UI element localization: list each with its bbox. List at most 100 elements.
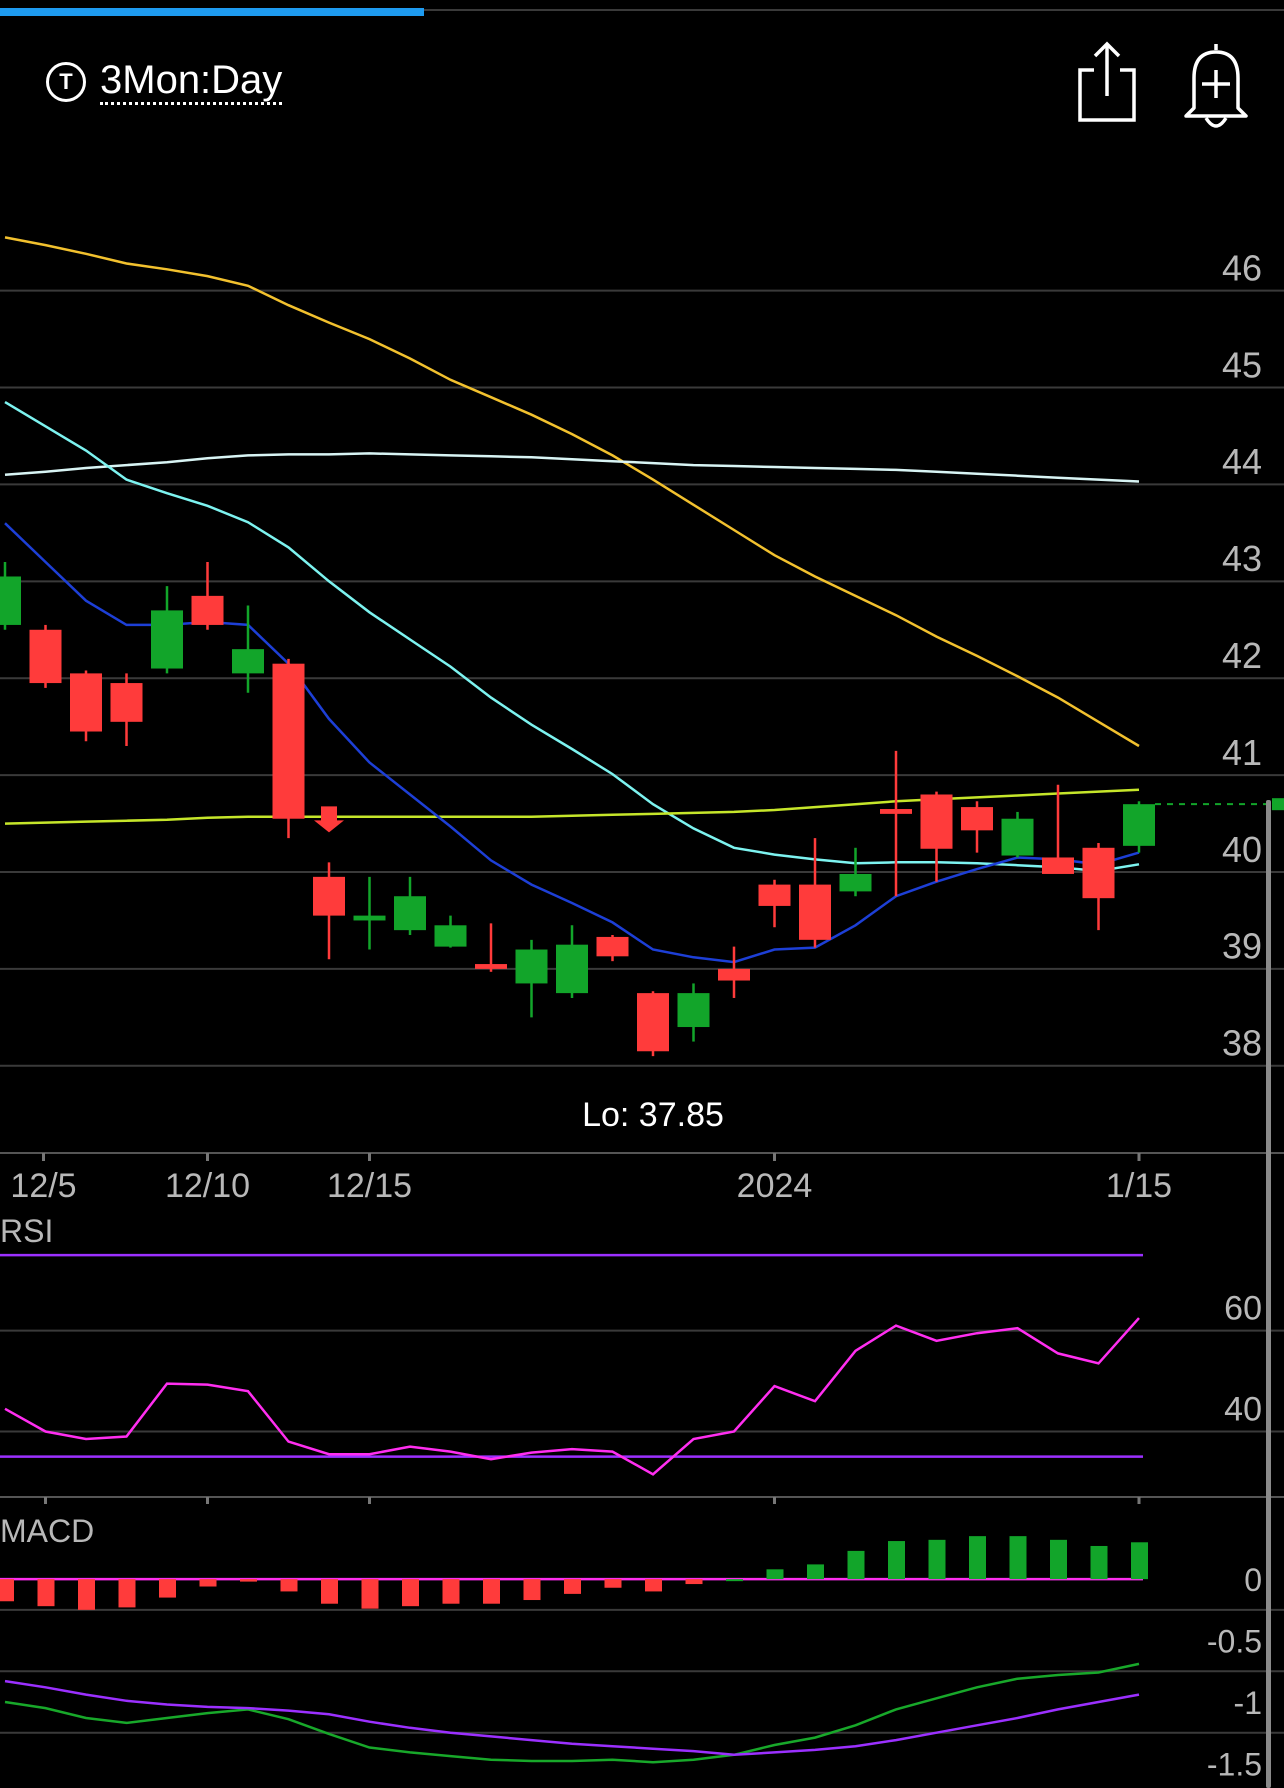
candle-body bbox=[313, 876, 345, 916]
macd-histogram-bar bbox=[199, 1579, 217, 1587]
macd-histogram-bar bbox=[118, 1579, 136, 1608]
macd-histogram-bar bbox=[888, 1541, 905, 1580]
candle bbox=[1042, 784, 1074, 874]
candle bbox=[637, 991, 669, 1057]
candle-body bbox=[1082, 847, 1115, 899]
macd-histogram-bar bbox=[78, 1579, 95, 1610]
t-circle-icon: T bbox=[46, 61, 86, 102]
macd-line bbox=[4, 1662, 1140, 1764]
candle bbox=[29, 624, 62, 688]
candle bbox=[515, 939, 548, 1018]
macd-title: MACD bbox=[0, 1513, 94, 1549]
macd-histogram-bar bbox=[685, 1579, 703, 1585]
candle bbox=[920, 791, 953, 882]
candle-body bbox=[110, 683, 143, 722]
candle-body bbox=[880, 809, 912, 814]
bell-plus-icon bbox=[1184, 44, 1248, 128]
candle bbox=[677, 983, 710, 1042]
candle bbox=[596, 934, 629, 962]
loading-progress-bar bbox=[0, 8, 424, 16]
candle-body bbox=[839, 873, 872, 892]
candle-body bbox=[515, 949, 548, 984]
candle-body bbox=[151, 610, 183, 669]
candle-body bbox=[29, 629, 62, 684]
macd-panel: MACD 0 -0.5 -1 -1.5 bbox=[0, 1513, 1284, 1782]
macd-histogram-bar bbox=[766, 1569, 784, 1580]
macd-histogram-bar bbox=[159, 1579, 176, 1598]
x-axis-label: 12/10 bbox=[165, 1167, 250, 1205]
macd-histogram-bar bbox=[37, 1579, 55, 1607]
candle-body bbox=[677, 993, 710, 1028]
candle-body bbox=[637, 993, 669, 1052]
candle-body bbox=[920, 794, 953, 849]
candle-body bbox=[1042, 857, 1074, 874]
macd-tick-label: -0.5 bbox=[1207, 1624, 1262, 1660]
candle bbox=[394, 876, 426, 935]
moving-average-line bbox=[4, 236, 1140, 748]
scrollbar bbox=[1266, 800, 1271, 1788]
price-tick-label: 42 bbox=[1222, 635, 1262, 676]
candle-body bbox=[961, 807, 993, 831]
price-alert-button[interactable] bbox=[1176, 40, 1256, 130]
macd-histogram-bar bbox=[604, 1579, 622, 1588]
rsi-title: RSI bbox=[0, 1213, 53, 1249]
macd-histogram-bar bbox=[1131, 1542, 1148, 1580]
sell-signal-arrow-icon bbox=[314, 806, 344, 833]
macd-histogram-bar bbox=[442, 1579, 460, 1604]
time-range-label: 3Mon:Day bbox=[100, 58, 283, 105]
macd-histogram-bar bbox=[645, 1579, 662, 1592]
candle-body bbox=[0, 576, 21, 625]
candle-body bbox=[556, 944, 588, 994]
time-range-selector[interactable]: T 3Mon:Day bbox=[46, 58, 283, 105]
price-tick-label: 43 bbox=[1222, 538, 1262, 579]
loading-progress-track bbox=[0, 9, 1284, 11]
macd-histogram-bar bbox=[483, 1579, 500, 1604]
candle bbox=[961, 801, 993, 853]
low-price-label: Lo: 37.85 bbox=[582, 1096, 724, 1134]
candle-body bbox=[434, 925, 467, 947]
price-tick-label: 44 bbox=[1222, 441, 1262, 482]
candle bbox=[272, 658, 305, 839]
candle-body bbox=[272, 663, 305, 819]
candle bbox=[1082, 842, 1115, 931]
macd-histogram-bar bbox=[240, 1579, 257, 1582]
candle-body bbox=[475, 964, 507, 969]
share-icon bbox=[1078, 41, 1136, 122]
candle-body bbox=[353, 915, 386, 921]
candle-body bbox=[799, 884, 831, 940]
x-axis-label: 12/15 bbox=[327, 1167, 412, 1205]
candle bbox=[1001, 811, 1034, 858]
moving-average-line bbox=[4, 522, 1140, 964]
macd-histogram-bar bbox=[1050, 1539, 1067, 1580]
candle-body bbox=[394, 896, 426, 931]
macd-histogram-bar bbox=[402, 1579, 419, 1607]
macd-histogram-bar bbox=[0, 1579, 14, 1602]
candle bbox=[313, 862, 345, 960]
macd-histogram-bar bbox=[726, 1579, 743, 1582]
macd-histogram-bar bbox=[361, 1579, 379, 1609]
price-panel: 38 39 40 41 42 43 44 45 46 Lo: 37.85 12/5 12/10 12/1… bbox=[0, 236, 1284, 1205]
candle bbox=[353, 876, 386, 950]
candle-body bbox=[191, 595, 224, 625]
macd-histogram-bar bbox=[969, 1536, 986, 1580]
candle-body bbox=[596, 936, 629, 957]
macd-histogram-bar bbox=[321, 1579, 338, 1604]
candle bbox=[191, 561, 224, 630]
candle bbox=[880, 750, 912, 897]
price-tick-label: 41 bbox=[1222, 732, 1262, 773]
candle bbox=[718, 946, 750, 998]
macd-histogram-bar bbox=[1009, 1536, 1027, 1580]
candle bbox=[70, 670, 102, 742]
candle-body bbox=[70, 673, 102, 732]
macd-histogram-bar bbox=[847, 1550, 865, 1580]
rsi-tick-label: 60 bbox=[1224, 1289, 1262, 1327]
share-button[interactable] bbox=[1068, 40, 1148, 130]
candle bbox=[556, 925, 588, 998]
price-tick-label: 39 bbox=[1222, 926, 1262, 967]
candle-body bbox=[718, 968, 750, 981]
candle-body bbox=[1001, 818, 1034, 856]
macd-histogram-bar bbox=[564, 1579, 581, 1594]
price-tick-label: 46 bbox=[1222, 247, 1262, 288]
macd-tick-label: 0 bbox=[1244, 1562, 1262, 1598]
